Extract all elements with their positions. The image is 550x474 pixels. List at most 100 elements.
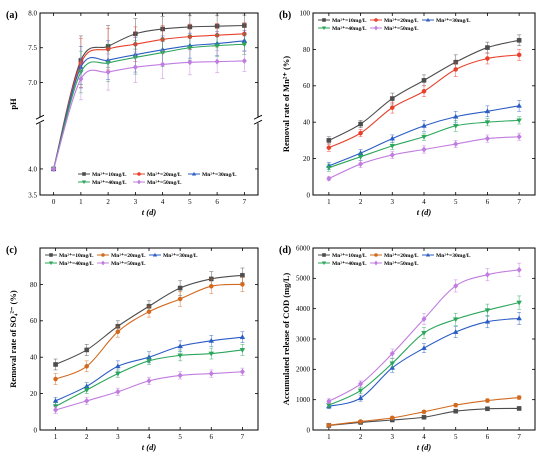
data-point — [53, 376, 58, 382]
chart-panel-3: 1 2 3 4 5 6 7 0 20 40 60 80 t (d) Removal rate of SO₄… — [6, 245, 259, 452]
legend-label: Mn²⁺=10mg/L — [332, 252, 367, 259]
series-2 — [53, 276, 245, 385]
legend-marker — [374, 260, 378, 266]
x-axis-title: t (d) — [417, 442, 432, 452]
legend-label: Mn²⁺=20mg/L — [384, 17, 419, 24]
legend-item-4: Mn²⁺=40mg/L — [78, 179, 127, 186]
axis-break-gap-left — [37, 117, 43, 124]
data-point — [485, 45, 490, 50]
x-tick-label: 4 — [422, 198, 426, 206]
data-point — [484, 308, 491, 314]
legend-label: Mn²⁺=10mg/L — [59, 252, 94, 259]
data-point — [453, 282, 459, 289]
legend-label: Mn²⁺=40mg/L — [92, 179, 127, 186]
series-5 — [326, 132, 522, 182]
legend-label: Mn²⁺=50mg/L — [147, 179, 182, 186]
data-point — [484, 318, 491, 324]
data-point — [484, 271, 491, 278]
data-point — [484, 108, 491, 114]
data-point — [516, 102, 522, 108]
legend-label: Mn²⁺=50mg/L — [384, 25, 419, 32]
data-point — [358, 419, 363, 424]
y-tick-label: 2000 — [296, 366, 311, 374]
series-2 — [326, 49, 522, 152]
y-tick-label: 6000 — [296, 244, 311, 252]
y-tick-label: 5000 — [296, 275, 311, 283]
y-tick-label: 7.0 — [28, 79, 37, 87]
panel-label: (a) — [6, 10, 18, 21]
legend: Mn²⁺=10mg/L Mn²⁺=20mg/L Mn²⁺=30mg/L Mn²⁺=40… — [318, 252, 471, 267]
data-point — [115, 388, 121, 395]
x-tick-label: 1 — [54, 433, 58, 441]
data-point — [132, 64, 138, 71]
legend: Mn²⁺=10mg/L Mn²⁺=20mg/L Mn²⁺=30mg/L Mn²⁺=40… — [45, 252, 198, 267]
x-tick-label: 7 — [517, 433, 521, 441]
series-3 — [326, 312, 522, 410]
x-axis-title: t (d) — [417, 207, 432, 217]
data-point — [326, 398, 332, 405]
data-point — [239, 334, 246, 340]
data-point — [146, 377, 152, 384]
legend-item-5: Mn²⁺=50mg/L — [370, 260, 419, 267]
legend-label: Mn²⁺=40mg/L — [59, 260, 94, 267]
y-tick-label: 8.0 — [28, 9, 37, 17]
legend-item-1: Mn²⁺=10mg/L — [318, 17, 367, 24]
data-point — [485, 406, 490, 412]
axis-break-mark-right — [253, 114, 263, 125]
legend-marker — [82, 172, 86, 176]
data-point — [177, 372, 183, 379]
y-tick-label: 4000 — [296, 305, 311, 313]
x-tick-label: 4 — [161, 198, 165, 206]
data-point — [177, 285, 183, 291]
x-tick-label: 6 — [210, 433, 214, 441]
data-point — [516, 52, 522, 58]
legend-marker — [374, 25, 378, 31]
y-axis-title: pH — [8, 98, 18, 110]
legend-marker — [374, 253, 378, 257]
data-point — [452, 329, 459, 334]
x-tick-label: 0 — [52, 198, 56, 206]
data-point — [357, 161, 364, 168]
x-tick-label: 5 — [188, 198, 192, 206]
x-tick-label: 5 — [178, 433, 182, 441]
x-tick-label: 2 — [106, 198, 110, 206]
data-point — [389, 135, 396, 141]
legend-marker — [191, 171, 197, 176]
data-point — [485, 398, 490, 403]
data-point — [484, 120, 491, 126]
data-point — [484, 135, 491, 142]
data-point — [516, 118, 522, 124]
data-point — [84, 364, 90, 369]
y-tick-label: 40 — [30, 354, 38, 362]
series-2 — [326, 395, 522, 428]
x-tick-label: 6 — [215, 198, 219, 206]
y-tick-label: 80 — [303, 46, 311, 54]
legend-item-3: Mn²⁺=30mg/L — [188, 171, 237, 178]
legend-label: Mn²⁺=30mg/L — [202, 171, 237, 178]
data-point — [326, 145, 332, 150]
legend-item-1: Mn²⁺=10mg/L — [318, 252, 367, 259]
legend-marker — [152, 252, 158, 257]
y-tick-label: 0 — [307, 426, 311, 434]
plot-frame — [39, 12, 259, 196]
legend-item-4: Mn²⁺=40mg/L — [318, 25, 367, 32]
legend-marker — [321, 26, 327, 31]
data-point — [115, 329, 121, 335]
data-point — [516, 266, 522, 273]
legend: Mn²⁺=10mg/L Mn²⁺=20mg/L Mn²⁺=30mg/L Mn²⁺=40… — [78, 171, 237, 186]
data-point — [516, 406, 522, 411]
panel-label: (c) — [6, 245, 17, 256]
y-tick-label: 0 — [307, 191, 311, 199]
data-point — [516, 395, 522, 400]
data-point — [389, 105, 395, 110]
legend-item-5: Mn²⁺=50mg/L — [370, 25, 419, 32]
data-point — [358, 121, 363, 127]
y-axis-title: Removal rate of Mn²⁺ (%) — [281, 56, 291, 152]
y-tick-label: 3000 — [296, 335, 311, 343]
x-tick-label: 3 — [391, 433, 395, 441]
x-tick-label: 4 — [422, 433, 426, 441]
legend-marker — [321, 261, 327, 266]
data-point — [177, 343, 183, 349]
panel-label: (b) — [279, 10, 291, 21]
